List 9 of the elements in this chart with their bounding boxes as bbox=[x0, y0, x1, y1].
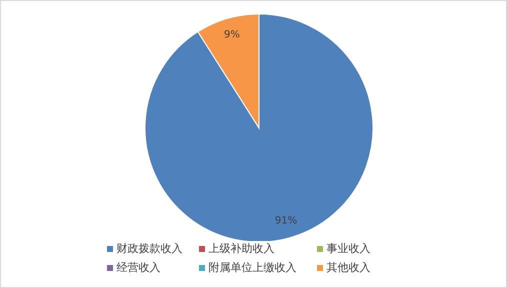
legend-label: 财政拨款收入 bbox=[116, 241, 182, 256]
legend-label: 经营收入 bbox=[116, 260, 160, 275]
data-label: 9% bbox=[224, 29, 240, 40]
pie-slice bbox=[144, 14, 374, 241]
data-label: 91% bbox=[274, 216, 298, 227]
legend-label: 上级补助收入 bbox=[208, 241, 274, 256]
legend-label: 附属单位上缴收入 bbox=[208, 260, 296, 275]
legend-label: 事业收入 bbox=[326, 241, 370, 256]
legend-label: 其他收入 bbox=[326, 260, 370, 275]
